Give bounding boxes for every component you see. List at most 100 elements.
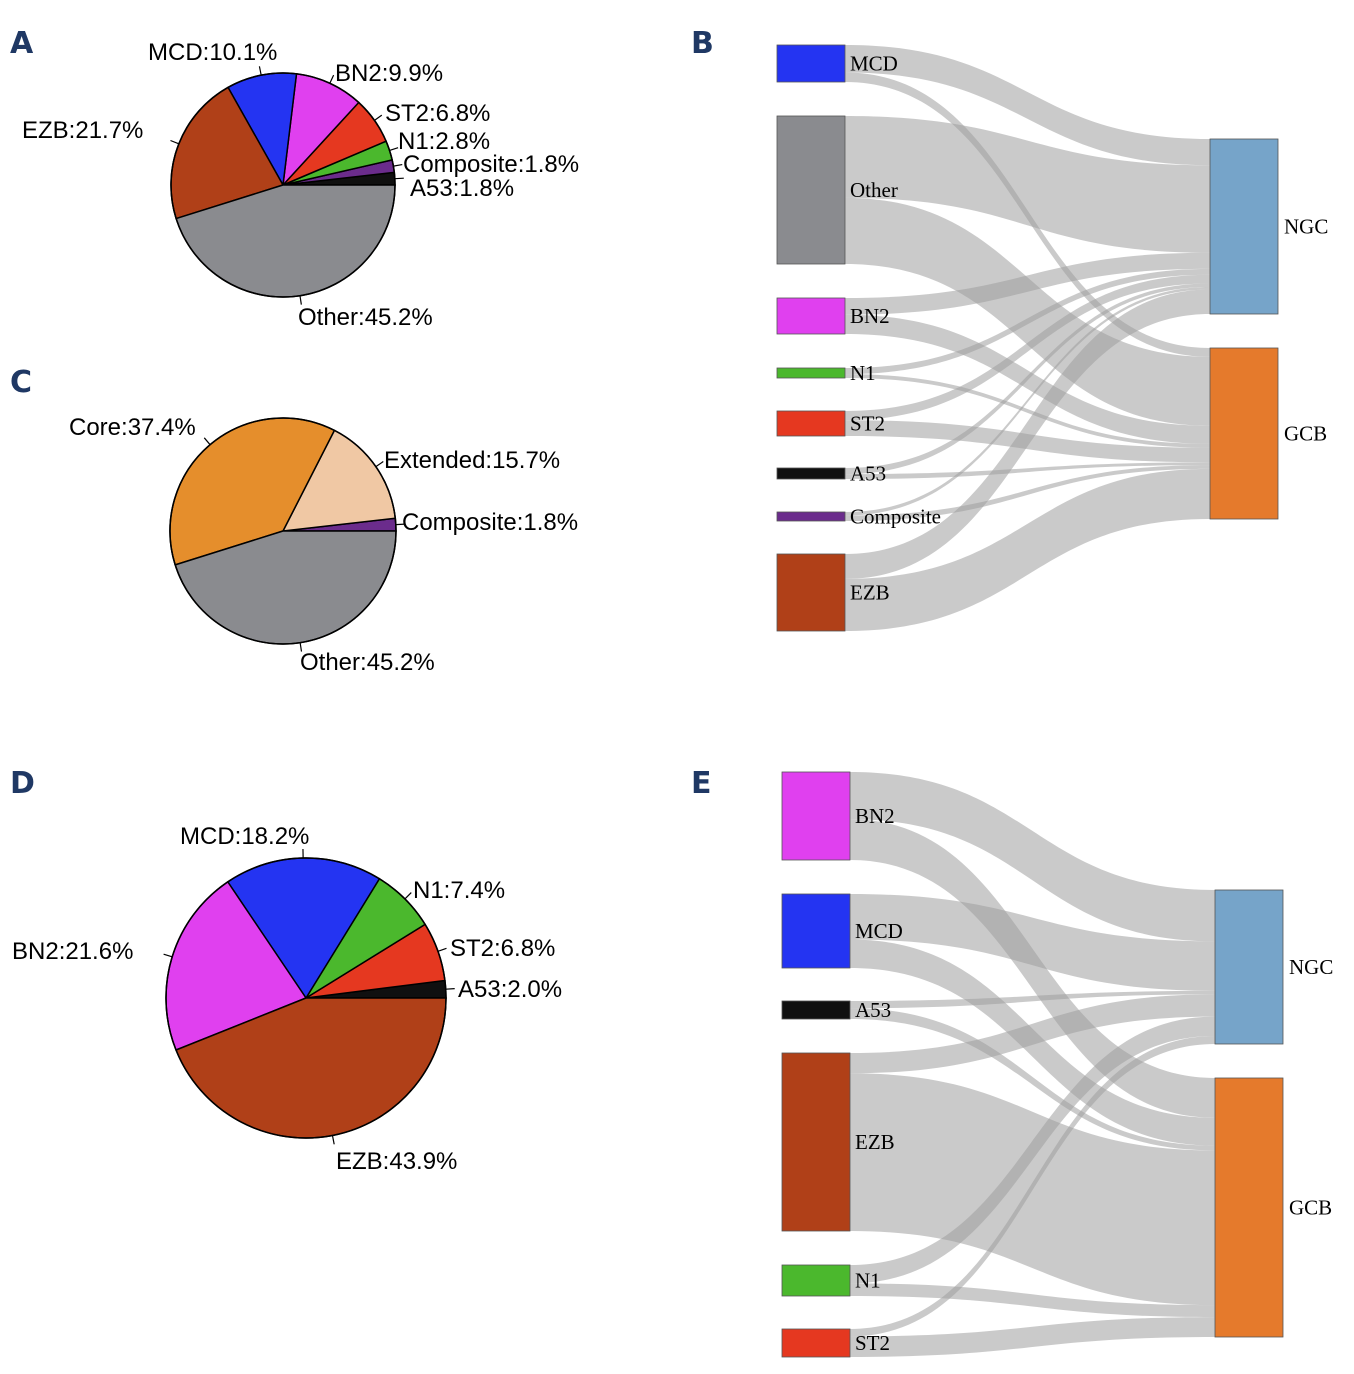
sankey-node-ezb	[781, 1052, 851, 1232]
sankey-flow-a53-ngc	[845, 283, 1210, 475]
pie-outline	[170, 72, 396, 298]
pie-label-composite: Composite:1.8%	[403, 151, 579, 178]
pie-leader-other	[299, 295, 302, 305]
pie-leader-ezb	[331, 1135, 335, 1145]
pie-label-composite: Composite:1.8%	[402, 509, 578, 536]
pie-leader-bn2	[163, 953, 173, 958]
pie-leader-a53	[445, 988, 455, 990]
sankey-label-gcb: GCB	[1289, 1196, 1332, 1220]
sankey-label-n1: N1	[855, 1269, 881, 1293]
pie-label-bn2: BN2:9.9%	[335, 60, 443, 87]
sankey-flow-st2-ngc	[850, 1036, 1215, 1337]
sankey-label-a53: A53	[850, 462, 886, 486]
sankey-node-mcd	[781, 893, 851, 969]
sankey-node-gcb	[1209, 347, 1279, 520]
sankey-label-bn2: BN2	[855, 804, 895, 828]
pie-leader-st2	[437, 947, 447, 952]
sankey-flows	[850, 772, 1215, 1357]
pie-label-st2: ST2:6.8%	[450, 935, 555, 962]
sankey-chart-e: BN2 MCD A53 EZB N1 ST2 NGC GCB	[781, 771, 1333, 1358]
sankey-nodes: MCD Other BN2 N1 ST2 A53 Composite EZB NGC GCB	[776, 44, 1328, 632]
pie-leader-mcd	[258, 66, 262, 76]
sankey-label-n1: N1	[850, 361, 876, 385]
pie-label-a53: A53:2.0%	[458, 976, 562, 1003]
pie-chart-d: A53:2.0% ST2:6.8% N1:7.4% MCD:18.2% BN2:21.6…	[12, 823, 562, 1175]
pie-label-core: Core:37.4%	[69, 414, 196, 441]
sankey-node-a53	[776, 467, 846, 480]
sankey-node-ezb	[776, 553, 846, 632]
pie-leader-st2	[374, 114, 383, 121]
panel-letter-e: E	[691, 766, 712, 801]
pie-label-other: Other:45.2%	[298, 304, 433, 331]
sankey-node-ngc	[1214, 889, 1284, 1045]
sankey-flow-ezb-ngc	[845, 289, 1210, 579]
pie-label-ezb: EZB:21.7%	[22, 117, 143, 144]
pie-leader-n1	[404, 892, 412, 900]
pie-chart-a: A53:1.8%Composite:1.8%N1:2.8%ST2:6.8% BN2…	[22, 39, 579, 331]
sankey-flow-mcd-ngc	[850, 894, 1215, 991]
panel-letter-a: A	[10, 26, 34, 61]
sankey-label-ezb: EZB	[850, 581, 890, 605]
sankey-flow-bn2-ngc	[850, 772, 1215, 942]
sankey-label-mcd: MCD	[855, 919, 903, 943]
pie-leader-n1	[389, 147, 399, 151]
sankey-flow-other-ngc	[845, 116, 1210, 253]
sankey-flow-a53-gcb	[845, 462, 1210, 479]
panel-letter-d: D	[10, 766, 35, 801]
sankey-flow-st2-gcb	[850, 1317, 1215, 1357]
sankey-node-other	[776, 115, 846, 265]
sankey-label-other: Other	[850, 178, 898, 202]
sankey-flow-st2-ngc	[845, 274, 1210, 421]
pie-label-other: Other:45.2%	[300, 649, 435, 676]
sankey-label-ezb: EZB	[855, 1130, 895, 1154]
sankey-label-composite: Composite	[850, 505, 941, 529]
sankey-label-st2: ST2	[850, 412, 885, 436]
sankey-chart-b: MCD Other BN2 N1 ST2 A53 Composite EZB NGC GCB	[776, 44, 1328, 632]
sankey-flow-n1-ngc	[850, 1016, 1215, 1284]
sankey-label-mcd: MCD	[850, 52, 898, 76]
pie-leader-other	[299, 642, 303, 652]
panel-letter-b: B	[691, 26, 714, 61]
sankey-node-st2	[776, 410, 846, 437]
sankey-flow-ezb-gcb	[845, 468, 1210, 631]
pie-chart-c: Composite:1.8% Extended:15.7% Core:37.4% Ot…	[69, 414, 578, 676]
sankey-flow-bn2-ngc	[845, 252, 1210, 315]
pie-label-bn2: BN2:21.6%	[12, 938, 133, 965]
sankey-node-mcd	[776, 44, 846, 83]
sankey-label-st2: ST2	[855, 1331, 890, 1355]
panel-letter-c: C	[10, 365, 32, 400]
sankey-flow-a53-ngc	[850, 990, 1215, 1009]
pie-label-extended: Extended:15.7%	[384, 447, 560, 474]
pie-outline	[165, 857, 447, 1139]
sankey-node-ngc	[1209, 138, 1279, 315]
sankey-label-bn2: BN2	[850, 304, 890, 328]
sankey-label-gcb: GCB	[1284, 422, 1327, 446]
pie-label-n1: N1:7.4%	[413, 877, 505, 904]
sankey-flow-ezb-ngc	[850, 994, 1215, 1074]
sankey-flow-a53-gcb	[850, 1008, 1215, 1151]
sankey-node-bn2	[781, 771, 851, 861]
sankey-node-n1	[781, 1264, 851, 1297]
sankey-flow-n1-gcb	[850, 1283, 1215, 1318]
pie-leader-core	[203, 437, 211, 446]
pie-label-n1: N1:2.8%	[398, 128, 490, 155]
sankey-label-ngc: NGC	[1284, 215, 1328, 239]
sankey-flow-mcd-ngc	[845, 45, 1210, 166]
pie-label-st2: ST2:6.8%	[385, 100, 490, 127]
sankey-node-composite	[776, 511, 846, 522]
pie-outline	[169, 417, 397, 645]
sankey-label-a53: A53	[855, 998, 891, 1022]
sankey-node-n1	[776, 367, 846, 379]
pie-label-ezb: EZB:43.9%	[336, 1148, 457, 1175]
pie-leader-extended	[375, 461, 384, 468]
pie-label-mcd: MCD:10.1%	[148, 39, 277, 66]
sankey-flow-n1-ngc	[845, 268, 1210, 375]
pie-leader-composite	[393, 163, 403, 167]
pie-label-a53: A53:1.8%	[410, 175, 514, 202]
sankey-flow-other-gcb	[845, 197, 1210, 426]
sankey-flow-bn2-gcb	[850, 819, 1215, 1118]
pie-label-mcd: MCD:18.2%	[180, 823, 309, 850]
sankey-flow-n1-gcb	[845, 374, 1210, 448]
sankey-node-st2	[781, 1328, 851, 1358]
